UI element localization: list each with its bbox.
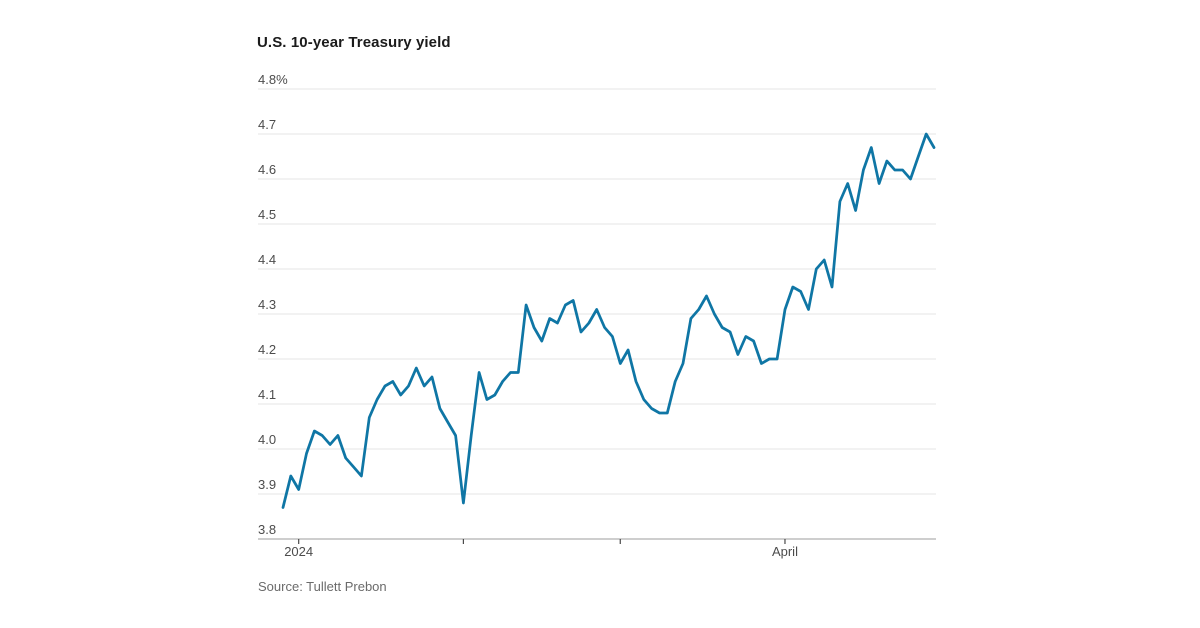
yield-line-series <box>281 132 936 509</box>
chart-title: U.S. 10-year Treasury yield <box>257 34 451 51</box>
source-note: Source: Tullett Prebon <box>258 579 387 594</box>
